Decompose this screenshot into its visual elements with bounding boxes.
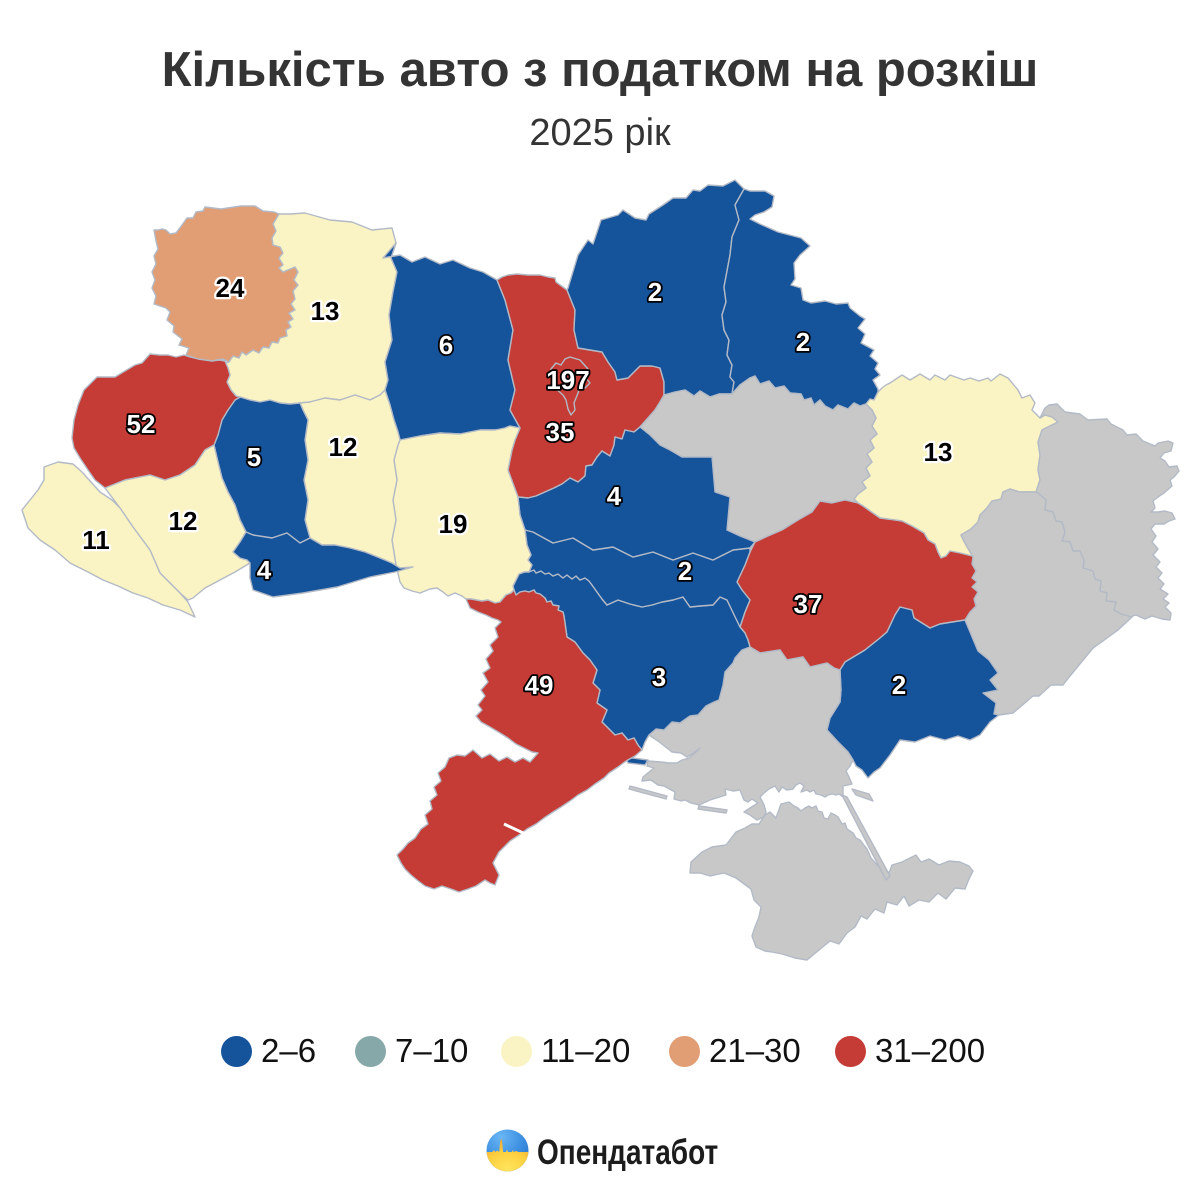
svg-text:19: 19 (439, 509, 468, 539)
svg-text:52: 52 (127, 409, 156, 439)
svg-text:12: 12 (169, 506, 198, 536)
svg-text:49: 49 (525, 670, 554, 700)
svg-text:13: 13 (924, 437, 953, 467)
svg-text:2: 2 (678, 556, 692, 586)
svg-text:6: 6 (439, 330, 453, 360)
svg-text:12: 12 (329, 432, 358, 462)
svg-text:197: 197 (546, 365, 589, 395)
svg-text:4: 4 (607, 481, 622, 511)
svg-text:37: 37 (794, 589, 823, 619)
svg-text:11: 11 (82, 525, 110, 555)
svg-text:2: 2 (892, 670, 906, 700)
svg-text:3: 3 (652, 662, 666, 692)
svg-text:4: 4 (257, 555, 272, 585)
svg-text:24: 24 (216, 273, 245, 303)
svg-text:2: 2 (796, 327, 810, 357)
svg-text:5: 5 (247, 442, 261, 472)
svg-text:13: 13 (311, 296, 340, 326)
svg-text:2: 2 (648, 277, 662, 307)
svg-text:35: 35 (546, 417, 575, 447)
